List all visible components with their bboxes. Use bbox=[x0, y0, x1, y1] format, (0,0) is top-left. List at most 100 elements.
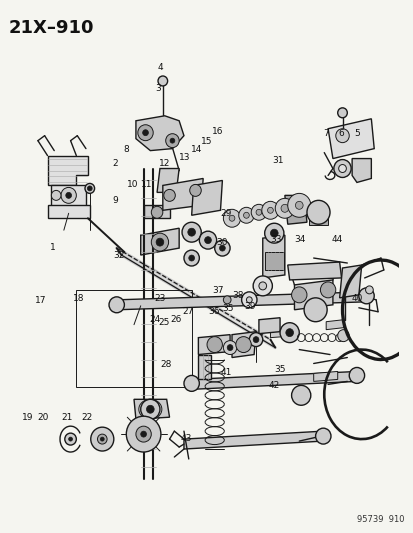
Polygon shape bbox=[258, 318, 279, 334]
Text: 27: 27 bbox=[182, 307, 194, 316]
Text: 38: 38 bbox=[232, 291, 243, 300]
Circle shape bbox=[261, 201, 278, 219]
Polygon shape bbox=[313, 372, 337, 382]
Circle shape bbox=[291, 385, 310, 405]
Text: 41: 41 bbox=[220, 368, 231, 377]
Circle shape bbox=[204, 237, 211, 244]
Circle shape bbox=[151, 233, 168, 251]
Circle shape bbox=[243, 212, 249, 218]
Circle shape bbox=[135, 426, 151, 442]
Text: 15: 15 bbox=[200, 138, 211, 147]
Circle shape bbox=[228, 215, 234, 221]
Circle shape bbox=[140, 431, 146, 437]
Text: 36: 36 bbox=[208, 307, 219, 316]
Circle shape bbox=[188, 255, 194, 261]
Circle shape bbox=[337, 108, 347, 118]
Polygon shape bbox=[134, 399, 169, 419]
Circle shape bbox=[275, 198, 294, 218]
Text: 11: 11 bbox=[140, 180, 152, 189]
Text: 8: 8 bbox=[123, 146, 129, 155]
Circle shape bbox=[349, 367, 364, 383]
Polygon shape bbox=[198, 354, 210, 379]
Text: 4: 4 bbox=[157, 63, 163, 72]
Circle shape bbox=[158, 76, 167, 86]
Polygon shape bbox=[183, 431, 323, 449]
Circle shape bbox=[100, 437, 104, 441]
Circle shape bbox=[333, 159, 350, 177]
Text: 34: 34 bbox=[293, 236, 305, 245]
Circle shape bbox=[165, 134, 179, 148]
Polygon shape bbox=[287, 262, 341, 280]
Polygon shape bbox=[51, 185, 86, 211]
Circle shape bbox=[65, 433, 76, 445]
Polygon shape bbox=[47, 205, 90, 218]
Text: 43: 43 bbox=[180, 434, 192, 443]
Circle shape bbox=[164, 189, 175, 201]
Circle shape bbox=[337, 330, 349, 342]
Polygon shape bbox=[116, 292, 366, 310]
Circle shape bbox=[109, 297, 124, 313]
Polygon shape bbox=[294, 280, 332, 310]
Circle shape bbox=[287, 193, 310, 217]
Circle shape bbox=[126, 416, 161, 452]
Circle shape bbox=[188, 228, 195, 236]
Text: 17: 17 bbox=[36, 296, 47, 305]
Polygon shape bbox=[191, 372, 356, 389]
Circle shape bbox=[140, 399, 159, 419]
Text: 19: 19 bbox=[21, 413, 33, 422]
Polygon shape bbox=[47, 156, 88, 185]
Polygon shape bbox=[143, 205, 169, 218]
Polygon shape bbox=[308, 212, 328, 225]
Text: 7: 7 bbox=[322, 130, 328, 139]
Circle shape bbox=[252, 276, 272, 296]
Text: 39: 39 bbox=[244, 302, 255, 311]
Circle shape bbox=[258, 282, 266, 290]
Circle shape bbox=[338, 165, 346, 173]
Polygon shape bbox=[162, 179, 203, 211]
Text: 35: 35 bbox=[222, 304, 233, 313]
Polygon shape bbox=[328, 119, 373, 158]
Circle shape bbox=[238, 207, 254, 223]
Text: 32: 32 bbox=[113, 252, 124, 261]
Text: 33: 33 bbox=[270, 236, 281, 245]
Circle shape bbox=[182, 222, 201, 242]
Text: 10: 10 bbox=[127, 180, 138, 189]
Circle shape bbox=[320, 282, 335, 298]
Text: 44: 44 bbox=[331, 236, 342, 245]
Text: 31: 31 bbox=[271, 156, 283, 165]
Circle shape bbox=[227, 345, 233, 351]
Circle shape bbox=[66, 192, 71, 198]
Circle shape bbox=[280, 204, 288, 212]
Text: 13: 13 bbox=[178, 154, 190, 163]
Text: 21: 21 bbox=[61, 413, 73, 422]
Circle shape bbox=[97, 434, 107, 444]
Text: 6: 6 bbox=[338, 130, 344, 139]
Circle shape bbox=[235, 337, 251, 352]
Circle shape bbox=[335, 129, 349, 143]
Circle shape bbox=[87, 186, 92, 191]
Polygon shape bbox=[351, 158, 370, 182]
Text: 95739  910: 95739 910 bbox=[356, 515, 404, 523]
Circle shape bbox=[69, 437, 72, 441]
Circle shape bbox=[295, 292, 302, 300]
Text: 12: 12 bbox=[159, 159, 170, 167]
Text: 25: 25 bbox=[159, 318, 170, 327]
Circle shape bbox=[241, 292, 256, 308]
Text: 40: 40 bbox=[351, 294, 362, 303]
Text: 21X–910: 21X–910 bbox=[9, 19, 94, 37]
Text: 22: 22 bbox=[81, 413, 93, 422]
Text: 9: 9 bbox=[112, 196, 117, 205]
Circle shape bbox=[170, 138, 174, 143]
Text: 1: 1 bbox=[50, 244, 56, 253]
Circle shape bbox=[214, 240, 230, 256]
Circle shape bbox=[90, 427, 114, 451]
Circle shape bbox=[249, 333, 262, 346]
Circle shape bbox=[51, 190, 61, 200]
Circle shape bbox=[267, 207, 273, 213]
Circle shape bbox=[219, 245, 225, 251]
Circle shape bbox=[252, 337, 258, 343]
Circle shape bbox=[246, 297, 252, 303]
Text: 20: 20 bbox=[38, 413, 49, 422]
Circle shape bbox=[85, 183, 94, 193]
Circle shape bbox=[270, 229, 278, 237]
